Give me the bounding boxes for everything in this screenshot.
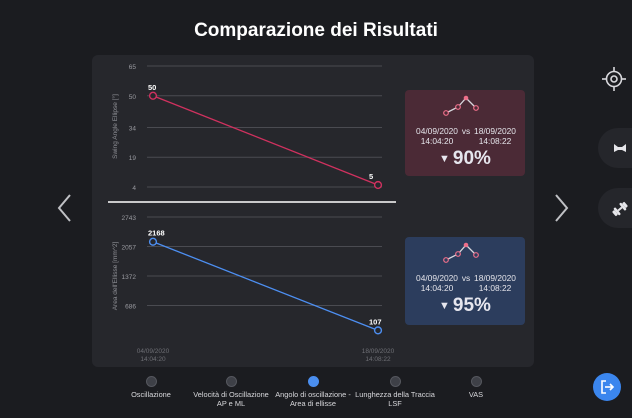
- step-navigation: Oscillazione Velocità di Oscillazione AP…: [0, 372, 632, 418]
- logout-button[interactable]: [593, 373, 621, 401]
- y-tick-label: 19: [129, 155, 137, 162]
- stat-date-1: 04/09/2020: [416, 273, 458, 283]
- y-tick-label: 2057: [122, 245, 137, 252]
- ellipse-area-chart: 2743 2057 1372 686 Area dell'Ellisse [mm^2] 2…: [112, 215, 383, 335]
- y-tick-label: 50: [129, 94, 137, 101]
- y-tick-label: 2743: [122, 215, 137, 222]
- y-tick-label: 1372: [122, 274, 137, 281]
- dumbbell-button[interactable]: [598, 188, 632, 228]
- step-lunghezza[interactable]: Lunghezza della Traccia LSF: [350, 372, 440, 408]
- stat-time-2: 14:08:22: [478, 136, 512, 146]
- step-label: Oscillazione: [131, 390, 171, 399]
- data-point: [373, 180, 383, 190]
- crosshair-icon[interactable]: [601, 66, 627, 92]
- page-title: Comparazione dei Risultati: [194, 20, 438, 41]
- stat-time-1: 14:04:20: [420, 283, 454, 293]
- x-tick-date: 18/09/2020: [362, 348, 395, 355]
- stat-time-2: 14:08:22: [478, 283, 512, 293]
- down-triangle-icon: ▼: [439, 152, 450, 165]
- step-vas[interactable]: VAS: [431, 372, 521, 399]
- stat-date-1: 04/09/2020: [416, 126, 458, 136]
- sparkline-icon: [443, 242, 479, 263]
- y-tick-label: 65: [129, 64, 137, 71]
- y-axis-label: Area dell'Ellisse [mm^2]: [112, 242, 119, 311]
- x-tick-date: 04/09/2020: [137, 348, 170, 355]
- chevron-left-icon[interactable]: [56, 193, 74, 223]
- stat-vs: vs: [461, 126, 471, 136]
- data-label: 107: [369, 317, 382, 326]
- series-line: [152, 95, 379, 186]
- stat-percent-value: 95%: [452, 295, 491, 316]
- stat-vs: vs: [461, 273, 471, 283]
- stat-time-1: 14:04:20: [420, 136, 454, 146]
- data-point: [373, 326, 383, 335]
- sparkline-icon: [443, 95, 479, 116]
- step-label-2: AP e ML: [216, 399, 246, 408]
- x-tick-time: 14:04:20: [140, 356, 166, 363]
- chevron-right-icon[interactable]: [552, 193, 570, 223]
- comparison-charts: 65 50 34 19 4 Swing Angle Ellipse [°] 50 5 2743…: [108, 64, 396, 363]
- data-label: 2168: [148, 229, 165, 238]
- logout-icon: [601, 380, 615, 394]
- balance-board-icon: [614, 144, 626, 152]
- step-label-2: LSF: [388, 399, 402, 408]
- stat-card-swing-angle: 04/09/2020 14:04:20 vs 18/09/2020 14:08:…: [405, 90, 525, 176]
- y-tick-label: 4: [132, 185, 136, 192]
- data-point: [148, 91, 158, 100]
- y-axis-label: Swing Angle Ellipse [°]: [111, 94, 119, 159]
- x-tick-time: 14:08:22: [365, 356, 391, 363]
- step-label: VAS: [468, 390, 484, 399]
- data-point: [148, 237, 158, 246]
- data-label: 50: [148, 83, 156, 92]
- stat-card-ellipse-area: 04/09/2020 14:04:20 vs 18/09/2020 14:08:…: [405, 237, 525, 325]
- stat-percent: ▼ 95%: [405, 295, 525, 317]
- step-angolo[interactable]: Angolo di oscillazione - Area di ellisse: [268, 372, 358, 408]
- step-oscillazione[interactable]: Oscillazione: [106, 372, 196, 399]
- y-tick-label: 34: [129, 125, 137, 132]
- step-velocita[interactable]: Velocità di Oscillazione AP e ML: [186, 372, 276, 408]
- step-dot: [145, 376, 157, 387]
- step-label: Lunghezza della Traccia: [355, 390, 435, 399]
- step-dot: [225, 376, 237, 387]
- step-dot-active: [307, 376, 319, 387]
- dumbbell-icon: [612, 201, 628, 217]
- step-label: Velocità di Oscillazione: [193, 390, 269, 399]
- balance-board-button[interactable]: [598, 128, 632, 168]
- step-dot: [470, 376, 482, 387]
- step-dot: [389, 376, 401, 387]
- step-label: Angolo di oscillazione -: [275, 390, 351, 399]
- swing-angle-chart: 65 50 34 19 4 Swing Angle Ellipse [°] 50 5: [111, 64, 383, 192]
- stat-date-2: 18/09/2020: [474, 273, 516, 283]
- step-label-2: Area di ellisse: [289, 399, 336, 408]
- data-label: 5: [369, 172, 373, 181]
- series-line: [152, 241, 379, 332]
- stat-date-2: 18/09/2020: [474, 126, 516, 136]
- y-tick-label: 686: [125, 303, 136, 310]
- stat-percent: ▼ 90%: [405, 148, 525, 170]
- stat-percent-value: 90%: [452, 148, 491, 169]
- down-triangle-icon: ▼: [439, 299, 450, 312]
